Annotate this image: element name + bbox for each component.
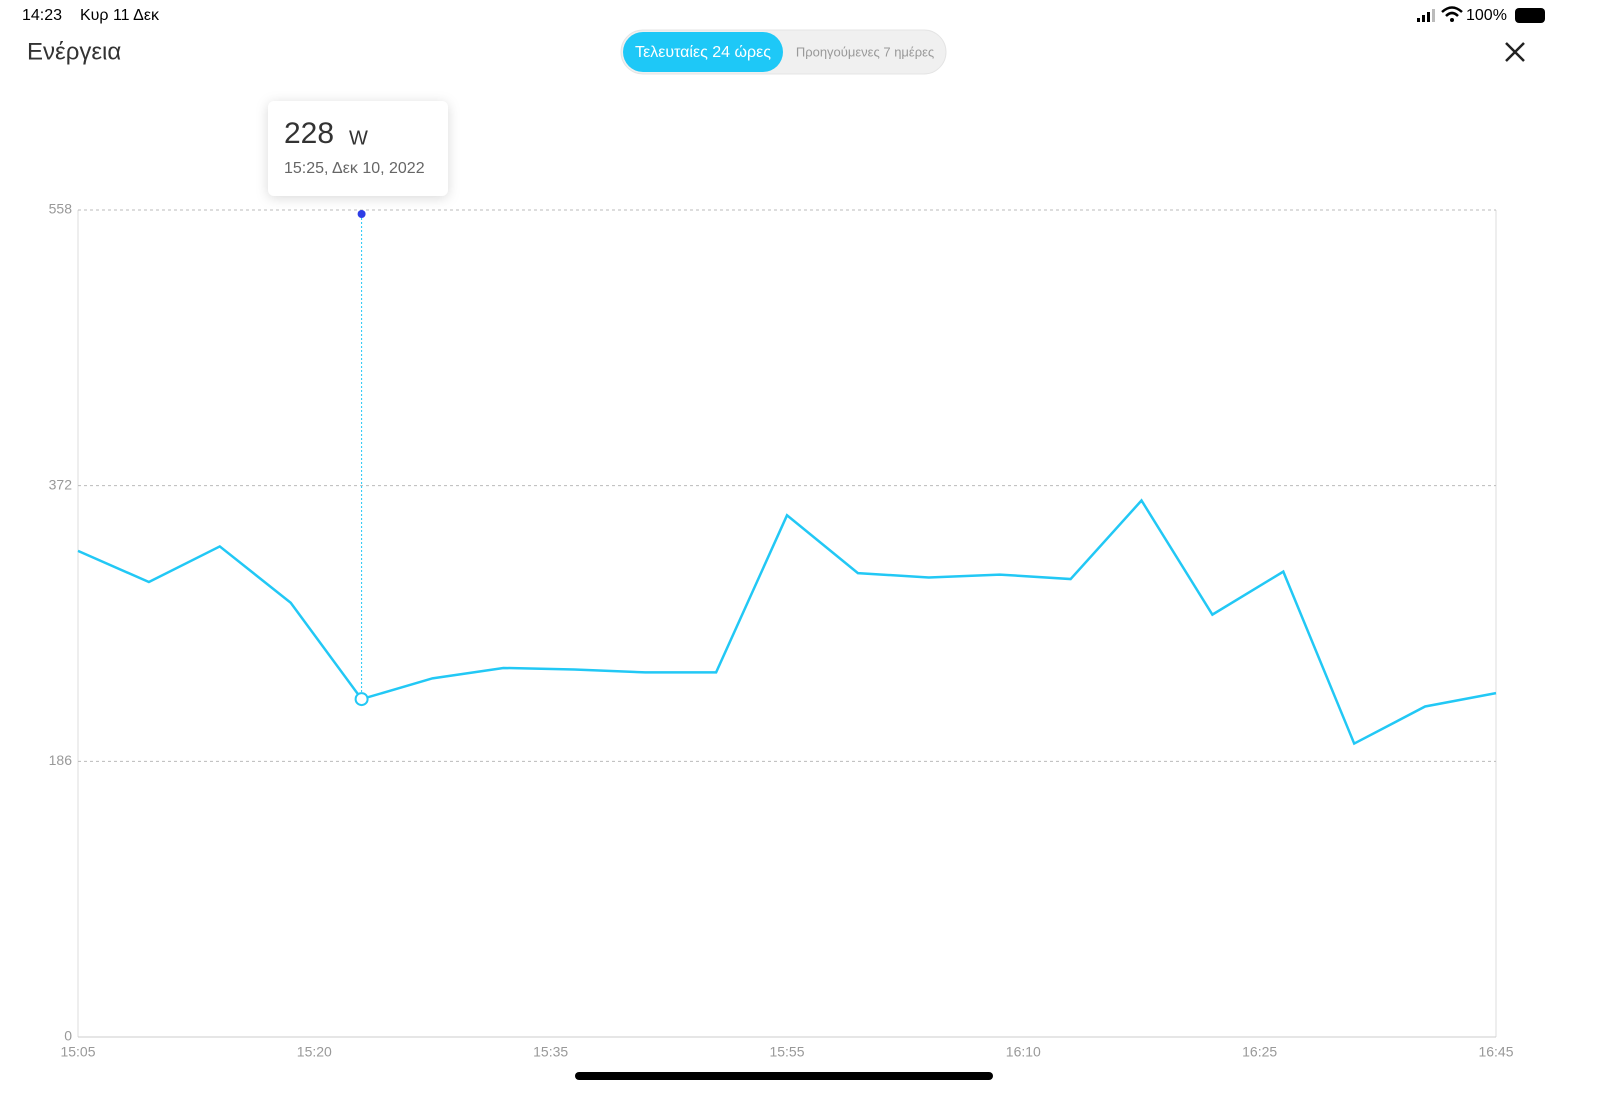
tab-active[interactable] xyxy=(623,32,783,72)
x-tick-label: 15:35 xyxy=(533,1044,568,1060)
signal-icon xyxy=(1417,9,1435,22)
tab-label[interactable]: Τελευταίες 24 ώρες xyxy=(635,44,771,61)
tooltip-unit: W xyxy=(349,127,368,149)
tab-label[interactable]: Προηγούμενες 7 ημέρες xyxy=(796,44,934,59)
status-time: 14:23 xyxy=(22,7,62,24)
y-tick-label: 558 xyxy=(49,201,73,217)
home-indicator xyxy=(575,1072,993,1080)
y-tick-label: 0 xyxy=(64,1028,72,1044)
data-line xyxy=(77,498,1497,746)
x-tick-label: 16:25 xyxy=(1242,1044,1277,1060)
x-tick-label: 15:55 xyxy=(769,1044,804,1060)
page-title: Ενέργεια xyxy=(27,38,121,65)
battery-icon xyxy=(1515,8,1545,23)
y-tick-label: 186 xyxy=(49,752,73,768)
selected-point xyxy=(354,692,369,707)
wifi-icon xyxy=(1441,6,1463,17)
x-tick-label: 15:20 xyxy=(297,1044,332,1060)
tooltip-value: 228 xyxy=(284,117,334,150)
tooltip-date: 15:25, Δεκ 10, 2022 xyxy=(284,160,425,177)
x-tick-label: 16:10 xyxy=(1006,1044,1041,1060)
crosshair-dot xyxy=(357,210,366,218)
battery-text: 100% xyxy=(1466,7,1507,24)
tooltip-box xyxy=(268,101,448,196)
close-button[interactable] xyxy=(1505,42,1525,62)
chart: 0 186 372 558 15:05 15:20 15:35 15:55 16:10 16:25… xyxy=(49,201,1514,1060)
x-tick-label: 16:45 xyxy=(1478,1044,1513,1060)
x-tick-label: 15:05 xyxy=(60,1044,95,1060)
wifi-dot xyxy=(1450,18,1454,22)
y-tick-label: 372 xyxy=(49,476,73,492)
status-date: Κυρ 11 Δεκ xyxy=(80,7,160,24)
